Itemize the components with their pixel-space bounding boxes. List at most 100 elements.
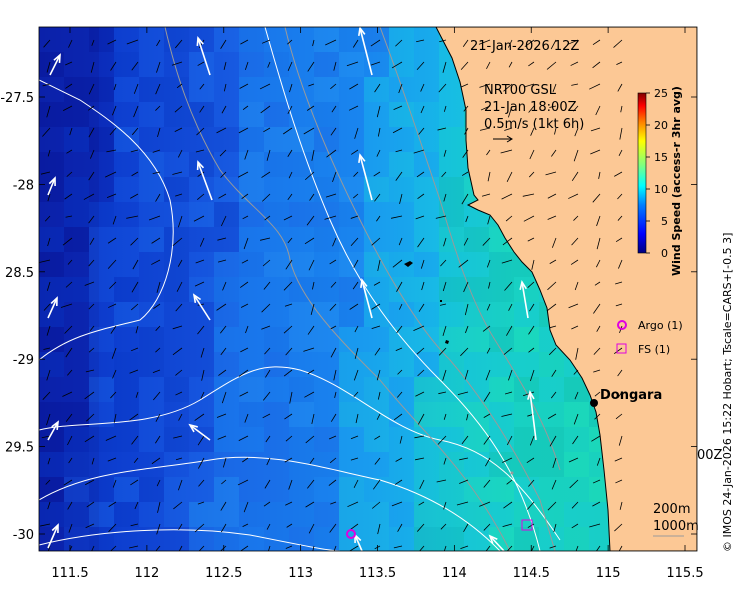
wind-arrow xyxy=(86,413,95,422)
wind-arrow xyxy=(266,523,271,530)
wind-arrow xyxy=(264,479,271,489)
wind-arrow xyxy=(178,545,183,551)
wind-arrow xyxy=(573,149,579,162)
wind-arrow xyxy=(285,435,293,442)
wind-cell xyxy=(539,352,564,377)
wind-arrow xyxy=(155,347,161,353)
wind-arrow xyxy=(483,523,491,531)
wind-cell xyxy=(39,427,64,452)
wind-cell xyxy=(464,452,489,477)
wind-cell xyxy=(214,52,239,77)
wind-arrow xyxy=(241,259,249,264)
wind-arrow xyxy=(194,281,205,287)
wind-arrow xyxy=(199,83,205,90)
wind-cell xyxy=(339,102,364,127)
wind-cell xyxy=(514,352,539,377)
wind-arrow xyxy=(395,149,403,153)
x-axis: 111.5 112 112.5 113 113.5 114 114.5 115 115.5 xyxy=(51,27,704,581)
wind-cell xyxy=(339,77,364,102)
wind-arrow xyxy=(196,127,205,136)
wind-cell xyxy=(114,177,139,202)
wind-arrow xyxy=(85,479,95,486)
wind-arrow xyxy=(68,457,73,464)
wind-arrow xyxy=(416,523,425,532)
wind-cell xyxy=(189,252,214,277)
wind-arrow xyxy=(457,391,469,396)
wind-arrow xyxy=(419,479,425,490)
wind-cell xyxy=(289,377,314,402)
wind-arrow xyxy=(67,435,73,446)
wind-arrow xyxy=(43,303,51,311)
wind-arrow xyxy=(65,215,73,218)
wind-arrow xyxy=(396,281,403,292)
wind-arrow xyxy=(396,391,403,398)
wind-cell xyxy=(439,402,464,427)
wind-arrow xyxy=(237,479,249,486)
wind-cell xyxy=(114,202,139,227)
wind-arrow xyxy=(482,325,491,332)
current-arrow xyxy=(361,279,373,319)
wind-arrow xyxy=(174,127,183,132)
wind-arrow xyxy=(261,171,271,178)
wind-arrow xyxy=(130,237,139,246)
wind-arrow xyxy=(485,457,491,467)
wind-cell xyxy=(289,152,314,177)
wind-arrow xyxy=(88,83,95,95)
wind-arrow xyxy=(65,61,73,66)
wind-arrow xyxy=(130,523,139,527)
wind-arrow xyxy=(329,259,337,265)
wind-arrow xyxy=(264,215,271,221)
wind-arrow xyxy=(178,413,183,421)
wind-arrow xyxy=(151,237,161,244)
wind-arrow xyxy=(220,171,227,178)
wind-arrow xyxy=(616,61,623,65)
wind-arrow xyxy=(218,369,227,376)
wind-arrow xyxy=(573,413,579,425)
wind-arrow xyxy=(263,501,271,507)
wind-cell xyxy=(164,177,189,202)
wind-arrow xyxy=(530,369,535,382)
wind-arrow xyxy=(483,391,491,402)
wind-arrow xyxy=(456,501,469,506)
wind-arrow xyxy=(304,171,315,181)
wind-cell xyxy=(289,127,314,152)
wind-arrow xyxy=(287,61,293,71)
wind-arrow xyxy=(418,303,425,312)
wind-arrow xyxy=(592,479,601,484)
wind-cell xyxy=(264,477,289,502)
wind-cell xyxy=(364,177,389,202)
wind-arrow xyxy=(526,457,535,464)
wind-arrow xyxy=(527,523,535,528)
wind-arrow xyxy=(413,149,425,154)
wind-cell xyxy=(189,327,214,352)
wind-arrow xyxy=(370,39,381,47)
wind-arrow xyxy=(307,325,315,335)
wind-cell xyxy=(364,152,389,177)
wind-cell xyxy=(239,227,264,252)
wind-cell xyxy=(189,227,214,252)
wind-arrow xyxy=(618,259,623,269)
wind-arrow xyxy=(479,127,491,131)
wind-arrow xyxy=(482,237,491,246)
wind-arrow xyxy=(65,347,73,358)
wind-cell xyxy=(264,527,289,551)
wind-arrow xyxy=(571,237,579,246)
wind-arrow xyxy=(312,39,315,47)
wind-arrow xyxy=(310,303,315,315)
wind-arrow xyxy=(330,281,337,288)
wind-cell xyxy=(214,302,239,327)
wind-arrow xyxy=(324,215,337,220)
wind-arrow xyxy=(177,215,183,228)
wind-arrow xyxy=(132,259,139,270)
wind-arrow xyxy=(395,39,403,47)
wind-arrow xyxy=(486,61,491,70)
wind-arrow xyxy=(486,347,491,354)
wind-cell xyxy=(289,477,314,502)
wind-arrow xyxy=(198,545,205,551)
wind-cell xyxy=(264,402,289,427)
wind-arrow xyxy=(463,523,469,532)
wind-cell xyxy=(239,352,264,377)
wind-arrow xyxy=(458,259,469,268)
wind-arrow xyxy=(330,83,337,90)
wind-arrow xyxy=(155,83,161,95)
